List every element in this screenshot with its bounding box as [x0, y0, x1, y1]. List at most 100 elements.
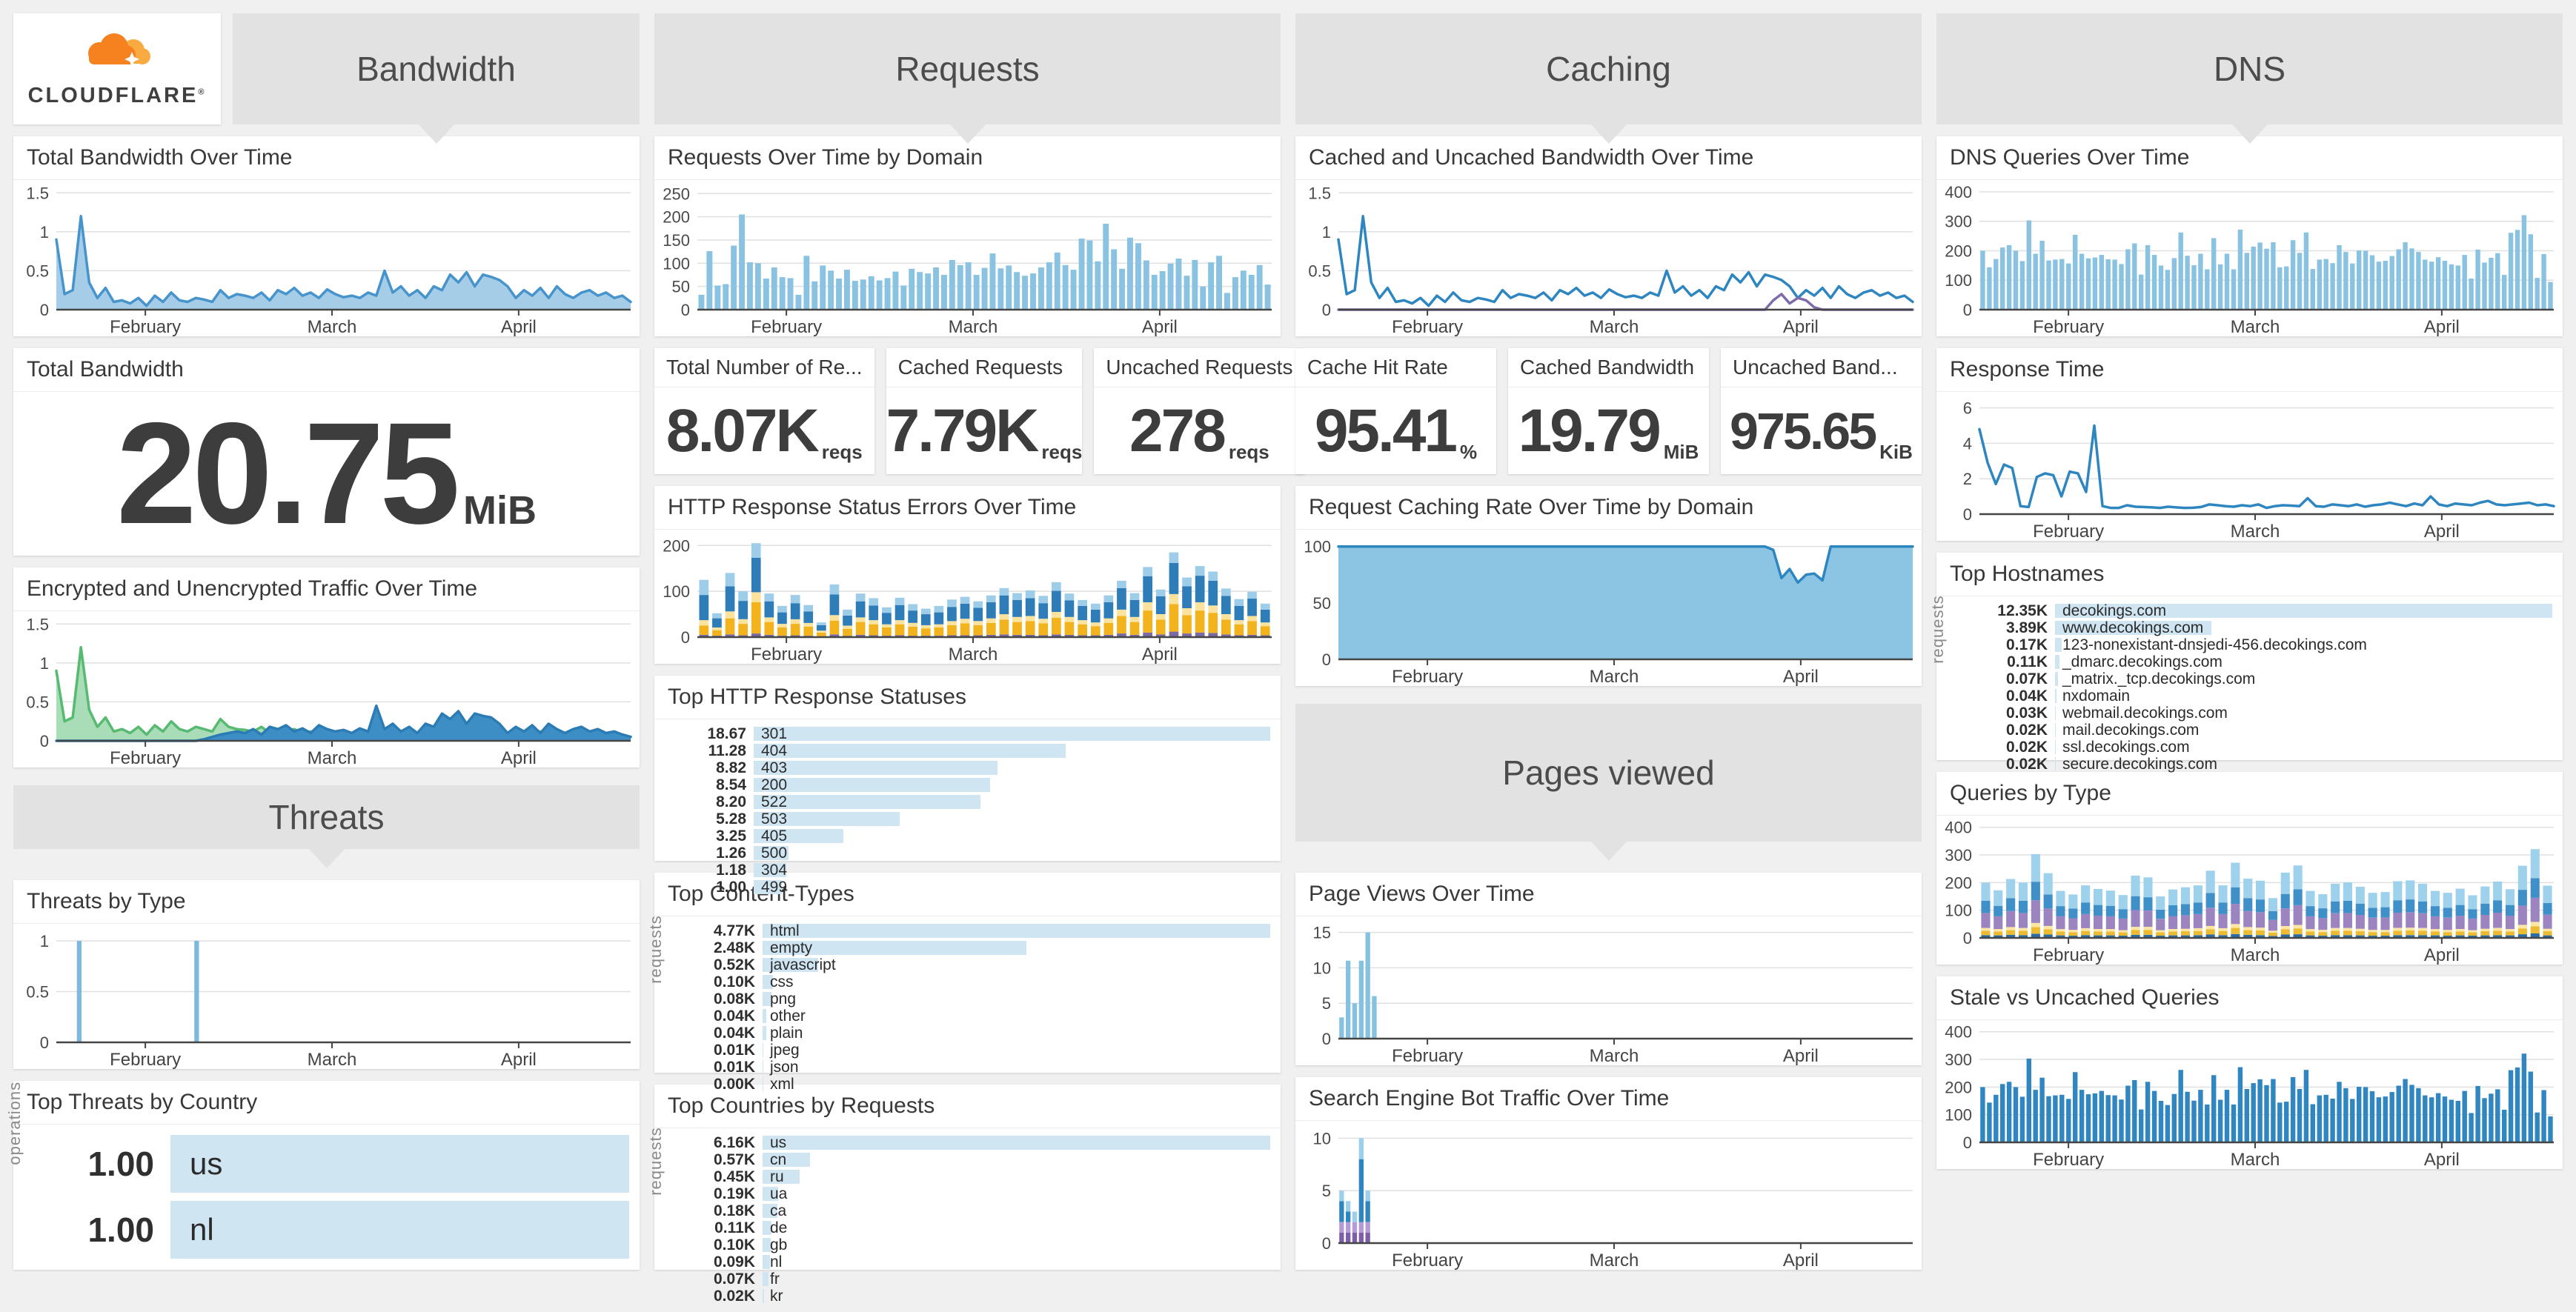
- list-item[interactable]: 5.28 503: [684, 810, 1270, 828]
- response-time-chart[interactable]: 0 2 4 6 February March April: [1936, 392, 2563, 545]
- list-item-label: 403: [761, 759, 788, 776]
- encrypted-traffic-chart[interactable]: 0 0.5 1 1.5 February March April: [13, 611, 640, 771]
- list-item-label: javascript: [770, 956, 836, 973]
- list-item[interactable]: 8.20 522: [684, 793, 1270, 810]
- list-item[interactable]: 0.18K ca: [684, 1202, 1270, 1219]
- list-item[interactable]: 0.01K jpeg: [684, 1042, 1270, 1059]
- card-title: Cached and Uncached Bandwidth Over Time: [1295, 136, 1922, 180]
- list-item[interactable]: 1.18 304: [684, 862, 1270, 879]
- list-item[interactable]: 0.57K cn: [684, 1151, 1270, 1168]
- list-item[interactable]: 3.89K www.decokings.com: [1966, 619, 2552, 636]
- list-item[interactable]: 0.10K gb: [684, 1236, 1270, 1253]
- svg-text:March: March: [1590, 667, 1639, 686]
- svg-text:200: 200: [1945, 242, 1972, 260]
- list-item[interactable]: 0.04K plain: [684, 1025, 1270, 1042]
- list-item-bar: [763, 1187, 779, 1201]
- list-item[interactable]: 1.26 500: [684, 845, 1270, 862]
- page-views-chart[interactable]: 0 5 10 15 February March April: [1295, 916, 1922, 1069]
- list-item-value: 0.08K: [713, 990, 755, 1008]
- svg-text:0: 0: [1963, 301, 1972, 319]
- svg-text:10: 10: [1313, 1129, 1331, 1148]
- column-bandwidth: CLOUDFLARE® Bandwidth Total Bandwidth Ov…: [5, 13, 640, 1270]
- top-threats-by-country-list: operations 1.00 us 1.00 nl: [5, 1082, 640, 1270]
- list-item[interactable]: 0.01K json: [684, 1059, 1270, 1076]
- list-item-value: 6.16K: [713, 1133, 755, 1151]
- list-item[interactable]: 0.17K 123-nonexistant-dnsjedi-456.decokin…: [1966, 636, 2552, 653]
- list-item-bar: [2055, 604, 2552, 618]
- svg-text:200: 200: [1945, 873, 1972, 892]
- list-item[interactable]: 1.00 nl: [43, 1198, 629, 1262]
- list-item[interactable]: 0.07K _matrix._tcp.decokings.com: [1966, 670, 2552, 687]
- card-title: Threats by Type: [13, 880, 640, 924]
- list-item[interactable]: 0.11K de: [684, 1219, 1270, 1236]
- list-item[interactable]: 3.25 405: [684, 828, 1270, 845]
- list-item-value: 0.10K: [713, 1236, 755, 1253]
- cached-uncached-bandwidth-chart[interactable]: 0 0.5 1 1.5 February March April: [1295, 180, 1922, 340]
- list-item[interactable]: 0.04K other: [684, 1008, 1270, 1025]
- list-item[interactable]: 0.00K xml: [684, 1076, 1270, 1093]
- list-item[interactable]: 0.10K css: [684, 973, 1270, 990]
- chart-svg: 0 50 100 February March April: [1304, 538, 1914, 687]
- stale-uncached-queries-chart[interactable]: 0 100 200 300 400 February March April: [1936, 1020, 2563, 1173]
- list-item-bar: [170, 1134, 629, 1193]
- svg-text:February: February: [2033, 945, 2104, 965]
- list-item[interactable]: 18.67 301: [684, 725, 1270, 742]
- chart-svg: 0 100 200 February March April: [663, 536, 1272, 665]
- list-item[interactable]: 12.35K decokings.com: [1966, 602, 2552, 619]
- chart-svg: 0 0.5 1 1.5 February March April: [26, 615, 632, 768]
- svg-text:100: 100: [663, 582, 690, 601]
- list-item[interactable]: 0.09K nl: [684, 1253, 1270, 1271]
- list-item[interactable]: 0.08K png: [684, 990, 1270, 1008]
- list-item[interactable]: 1.00 499: [684, 879, 1270, 896]
- svg-text:0.5: 0.5: [26, 262, 49, 280]
- list-item-value: 0.57K: [713, 1151, 755, 1168]
- list-item[interactable]: 0.11K _dmarc.decokings.com: [1966, 653, 2552, 670]
- list-item[interactable]: 11.28 404: [684, 742, 1270, 759]
- request-caching-rate-chart[interactable]: 0 50 100 February March April: [1295, 530, 1922, 690]
- list-item[interactable]: 0.52K javascript: [684, 956, 1270, 973]
- card-title: HTTP Response Status Errors Over Time: [654, 486, 1281, 530]
- requests-over-time-chart[interactable]: 0 50 100 150 200 250 February March April: [654, 180, 1281, 340]
- list-item[interactable]: 8.54 200: [684, 776, 1270, 793]
- search-bot-traffic-chart[interactable]: 0 5 10 February March April: [1295, 1121, 1922, 1273]
- dns-queries-chart[interactable]: 0 100 200 300 400 February March April: [1936, 180, 2563, 340]
- list-item-label: other: [770, 1007, 806, 1025]
- list-item[interactable]: 0.04K nxdomain: [1966, 687, 2552, 705]
- threats-by-type-chart[interactable]: 0 0.5 1 February March April: [13, 924, 640, 1073]
- list-item[interactable]: 0.19K ua: [684, 1185, 1270, 1202]
- list-item-bar: [754, 744, 1066, 758]
- svg-text:50: 50: [1313, 594, 1331, 613]
- list-item[interactable]: 0.03K webmail.decokings.com: [1966, 705, 2552, 722]
- list-item[interactable]: 8.82 403: [684, 759, 1270, 776]
- list-item-label: 304: [761, 861, 788, 879]
- list-item-bar: [754, 727, 1270, 741]
- list-item-bar: [763, 1026, 767, 1040]
- list-item-label: 503: [761, 810, 788, 828]
- svg-text:0: 0: [40, 732, 49, 750]
- svg-text:March: March: [2231, 945, 2280, 965]
- svg-text:February: February: [110, 748, 181, 767]
- svg-text:April: April: [2424, 522, 2460, 541]
- svg-text:0.5: 0.5: [1308, 262, 1331, 280]
- list-item[interactable]: 2.48K empty: [684, 939, 1270, 956]
- total-bandwidth-over-time-chart[interactable]: 0 0.5 1 1.5 February March April: [13, 180, 640, 340]
- list-item[interactable]: 0.02K mail.decokings.com: [1966, 722, 2552, 739]
- list-item-label: 500: [761, 844, 788, 862]
- list-item-label: gb: [770, 1236, 788, 1253]
- list-item-label: us: [190, 1145, 223, 1181]
- http-errors-chart[interactable]: 0 100 200 February March April: [654, 530, 1281, 667]
- list-item[interactable]: 0.02K kr: [684, 1288, 1270, 1305]
- list-item-bar: [2055, 706, 2057, 720]
- list-item-value: 0.09K: [713, 1253, 755, 1271]
- queries-by-type-chart[interactable]: 0 100 200 300 400 February March April: [1936, 816, 2563, 968]
- list-item[interactable]: 0.02K ssl.decokings.com: [1966, 739, 2552, 756]
- list-item[interactable]: 0.45K ru: [684, 1168, 1270, 1185]
- list-item[interactable]: 1.00 us: [43, 1132, 629, 1196]
- list-item[interactable]: 0.07K fr: [684, 1271, 1270, 1288]
- list-item[interactable]: 6.16K us: [684, 1134, 1270, 1151]
- cloudflare-logo-card: CLOUDFLARE®: [13, 13, 221, 124]
- list-item[interactable]: 0.02K secure.decokings.com: [1966, 756, 2552, 773]
- list-item-bar: [754, 880, 782, 894]
- total-bandwidth-value: 20.75 MiB: [116, 393, 537, 554]
- list-item[interactable]: 4.77K html: [684, 922, 1270, 939]
